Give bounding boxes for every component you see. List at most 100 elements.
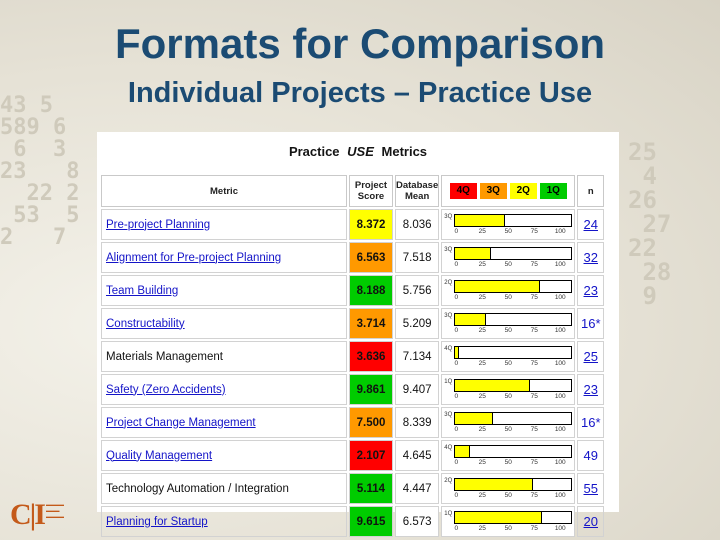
- metric-name[interactable]: Project Change Management: [101, 407, 347, 438]
- tick-label: 100: [554, 294, 566, 301]
- panel-title: Practice USE Metrics: [97, 144, 619, 159]
- database-mean: 4.447: [395, 473, 440, 504]
- sample-size[interactable]: 32: [577, 242, 605, 273]
- sample-size[interactable]: 25: [577, 341, 605, 372]
- tick-label: 25: [478, 228, 486, 235]
- metric-name[interactable]: Team Building: [101, 275, 347, 306]
- quartile-bar: 1Q 0 25 50 75 100: [444, 377, 574, 403]
- bar-ticks: 0 25 50 75 100: [454, 459, 574, 468]
- database-mean: 4.645: [395, 440, 440, 471]
- bar-ticks: 0 25 50 75 100: [454, 393, 574, 402]
- tick-label: 0: [454, 525, 459, 532]
- tick-label: 25: [478, 426, 486, 433]
- sample-size[interactable]: 24: [577, 209, 605, 240]
- quartile-bar-cell: 3Q 0 25 50 75 100: [441, 209, 576, 240]
- database-mean: 9.407: [395, 374, 440, 405]
- bar-fill: [455, 413, 494, 424]
- metrics-table: Metric Project Score Database Mean 4Q 3Q 2…: [99, 173, 606, 539]
- table-row: Materials Management 3.636 7.134 4Q 0 25 50 75 1…: [101, 341, 605, 372]
- table-row: Alignment for Pre-project Planning 6.563 7…: [101, 242, 605, 273]
- bar-frame: [454, 280, 573, 293]
- tick-label: 0: [454, 261, 459, 268]
- bar-ticks: 0 25 50 75 100: [454, 261, 574, 270]
- panel-title-post: Metrics: [381, 144, 428, 159]
- project-score: 6.563: [349, 242, 393, 273]
- quartile-bar-cell: 1Q 0 25 50 75 100: [441, 506, 576, 537]
- sample-size[interactable]: 20: [577, 506, 605, 537]
- tick-label: 25: [478, 492, 486, 499]
- tick-label: 75: [530, 459, 538, 466]
- header-mean: Database Mean: [395, 175, 440, 207]
- table-row: Technology Automation / Integration 5.114…: [101, 473, 605, 504]
- bar-frame: [454, 379, 573, 392]
- project-score: 9.861: [349, 374, 393, 405]
- quartile-bar: 3Q 0 25 50 75 100: [444, 410, 574, 436]
- tick-label: 100: [554, 492, 566, 499]
- bar-frame: [454, 445, 573, 458]
- tick-label: 100: [554, 327, 566, 334]
- bar-ticks: 0 25 50 75 100: [454, 525, 574, 534]
- tick-label: 100: [554, 525, 566, 532]
- tick-label: 0: [454, 294, 459, 301]
- tick-label: 25: [478, 327, 486, 334]
- tick-label: 100: [554, 228, 566, 235]
- metric-name[interactable]: Pre-project Planning: [101, 209, 347, 240]
- metric-name[interactable]: Alignment for Pre-project Planning: [101, 242, 347, 273]
- project-score: 3.636: [349, 341, 393, 372]
- bar-fill: [455, 446, 471, 457]
- quartile-bar: 4Q 0 25 50 75 100: [444, 443, 574, 469]
- sample-size[interactable]: 55: [577, 473, 605, 504]
- table-row: Quality Management 2.107 4.645 4Q 0 25 50 75 100…: [101, 440, 605, 471]
- bar-fill: [455, 314, 487, 325]
- metric-name[interactable]: Safety (Zero Accidents): [101, 374, 347, 405]
- table-row: Safety (Zero Accidents) 9.861 9.407 1Q 0 25 50…: [101, 374, 605, 405]
- tick-label: 0: [454, 492, 459, 499]
- row-quartile-label: 3Q: [444, 313, 453, 319]
- bar-ticks: 0 25 50 75 100: [454, 228, 574, 237]
- sample-size[interactable]: 23: [577, 275, 605, 306]
- quartile-bar: 3Q 0 25 50 75 100: [444, 245, 574, 271]
- database-mean: 5.209: [395, 308, 440, 339]
- bar-fill: [455, 281, 540, 292]
- tick-label: 75: [530, 228, 538, 235]
- tick-label: 25: [478, 360, 486, 367]
- table-row: Planning for Startup 9.615 6.573 1Q 0 25 50 75 1…: [101, 506, 605, 537]
- sample-size[interactable]: 23: [577, 374, 605, 405]
- metric-name[interactable]: Quality Management: [101, 440, 347, 471]
- tick-label: 75: [530, 492, 538, 499]
- tick-label: 75: [530, 360, 538, 367]
- quartile-bar: 2Q 0 25 50 75 100: [444, 278, 574, 304]
- tick-label: 100: [554, 426, 566, 433]
- header-n: n: [577, 175, 605, 207]
- quartile-bar-cell: 3Q 0 25 50 75 100: [441, 407, 576, 438]
- panel-title-pre: Practice: [288, 144, 340, 159]
- cii-logo: C|I ▬▬▬▬ ▬▬▬ ▬▬▬▬: [10, 498, 98, 534]
- tick-label: 25: [478, 261, 486, 268]
- tick-label: 50: [504, 393, 512, 400]
- slide-subtitle: Individual Projects – Practice Use: [127, 77, 593, 109]
- metric-name[interactable]: Planning for Startup: [101, 506, 347, 537]
- header-metric: Metric: [101, 175, 347, 207]
- tick-label: 25: [478, 393, 486, 400]
- quartile-label: 4Q: [449, 183, 477, 199]
- row-quartile-label: 2Q: [444, 478, 453, 484]
- bar-fill: [455, 512, 543, 523]
- quartile-bar: 3Q 0 25 50 75 100: [444, 212, 574, 238]
- decorative-numbers-right: 25 4 26 27 22 28 9: [628, 138, 672, 310]
- project-score: 8.372: [349, 209, 393, 240]
- bar-frame: [454, 214, 573, 227]
- bar-ticks: 0 25 50 75 100: [454, 294, 574, 303]
- row-quartile-label: 1Q: [444, 379, 453, 385]
- quartile-bar-cell: 1Q 0 25 50 75 100: [441, 374, 576, 405]
- quartile-label: 2Q: [509, 183, 537, 199]
- bar-fill: [455, 248, 492, 259]
- row-quartile-label: 3Q: [444, 412, 453, 418]
- tick-label: 50: [504, 459, 512, 466]
- bar-ticks: 0 25 50 75 100: [454, 327, 574, 336]
- metric-name[interactable]: Constructability: [101, 308, 347, 339]
- bar-ticks: 0 25 50 75 100: [454, 426, 574, 435]
- table-row: Team Building 8.188 5.756 2Q 0 25 50 75 100 23: [101, 275, 605, 306]
- row-quartile-label: 3Q: [444, 247, 453, 253]
- metric-name: Technology Automation / Integration: [101, 473, 347, 504]
- quartile-bar: 2Q 0 25 50 75 100: [444, 476, 573, 502]
